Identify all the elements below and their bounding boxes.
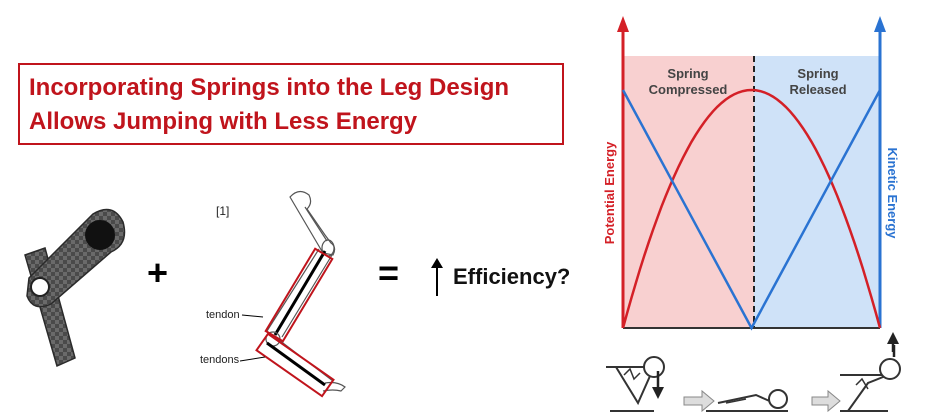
down-arrow-icon bbox=[652, 387, 664, 399]
energy-chart: Spring Compressed Spring Released Potent… bbox=[602, 16, 900, 331]
right-arrow-icon bbox=[683, 389, 715, 413]
plus-sign: + bbox=[147, 252, 169, 293]
carbon-leg-link bbox=[24, 208, 126, 368]
leg-anatomy-diagram bbox=[239, 190, 346, 398]
efficiency-text: Efficiency? bbox=[453, 264, 571, 289]
kinetic-axis-arrow bbox=[874, 16, 886, 32]
region-right-label-1: Spring bbox=[797, 66, 838, 81]
potential-axis-arrow bbox=[617, 16, 629, 32]
kinetic-energy-label: Kinetic Energy bbox=[885, 147, 900, 239]
region-left-label-2: Compressed bbox=[649, 82, 728, 97]
title-box: Incorporating Springs into the Leg Desig… bbox=[18, 63, 564, 145]
equals-sign: = bbox=[378, 252, 400, 293]
reference-label: [1] bbox=[216, 204, 230, 218]
title-line-2: Allows Jumping with Less Energy bbox=[29, 108, 418, 135]
region-compressed bbox=[623, 56, 754, 328]
right-arrow-icon bbox=[811, 389, 841, 413]
hop-sequence-diagram bbox=[606, 345, 901, 413]
tendons-label: tendons bbox=[200, 354, 240, 366]
up-arrow-icon bbox=[431, 258, 443, 296]
tendon-label: tendon bbox=[206, 309, 240, 321]
up-arrow-icon-small bbox=[887, 332, 899, 352]
region-left-label-1: Spring bbox=[667, 66, 708, 81]
region-right-label-2: Released bbox=[789, 82, 846, 97]
potential-energy-line bbox=[621, 88, 882, 329]
title-line-1: Incorporating Springs into the Leg Desig… bbox=[29, 74, 510, 101]
potential-energy-label: Potential Energy bbox=[602, 141, 617, 244]
kinetic-energy-line bbox=[621, 89, 882, 331]
